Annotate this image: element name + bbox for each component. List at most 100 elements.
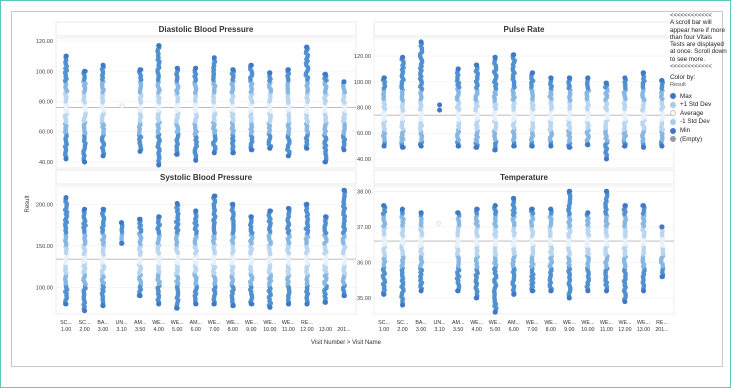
- x-tick-label: 3.50: [135, 327, 145, 333]
- x-category-label: WE...: [600, 320, 613, 326]
- x-category-label: WE...: [470, 320, 483, 326]
- legend-separator-top: <<<<<<<<<<<<: [670, 12, 712, 19]
- x-tick-label: 10.00: [263, 327, 276, 333]
- data-point-min: [659, 143, 665, 149]
- legend-item[interactable]: Average: [670, 109, 728, 118]
- data-point-min: [63, 301, 69, 307]
- y-tick-label: 37.00: [357, 225, 371, 231]
- data-point-max: [641, 70, 646, 76]
- y-tick-label: 100.00: [36, 285, 53, 291]
- data-point-min: [137, 148, 143, 154]
- data-point-max: [100, 62, 106, 68]
- y-tick-label: 200.00: [36, 202, 53, 208]
- x-category-label: BA...: [415, 320, 426, 326]
- data-point-min: [174, 151, 180, 157]
- data-point-max: [603, 188, 609, 194]
- data-point-max: [381, 75, 387, 81]
- data-point-min: [211, 301, 217, 307]
- data-point-max: [285, 205, 291, 211]
- data-point-max: [267, 208, 273, 214]
- panel-title: Pulse Rate: [504, 25, 545, 34]
- data-point-min: [511, 291, 517, 297]
- x-tick-label: 10.00: [581, 327, 594, 333]
- legend-panel: <<<<<<<<<<<< A scroll bar will appear he…: [670, 12, 728, 144]
- x-category-label: WE...: [226, 320, 239, 326]
- data-point-max: [566, 188, 572, 194]
- data-point-max: [641, 203, 646, 209]
- x-tick-label: 3.00: [98, 327, 108, 333]
- panel-title-band: [55, 21, 357, 37]
- legend-swatch-icon: [670, 136, 676, 143]
- y-tick-label: 100.00: [354, 80, 371, 86]
- x-tick-label: 4.00: [154, 327, 164, 333]
- legend-item-label: (Empty): [680, 135, 703, 143]
- x-tick-label: 13.00: [319, 327, 332, 333]
- data-point-min: [641, 144, 646, 150]
- x-tick-label: 4.00: [472, 327, 482, 333]
- data-point-max: [304, 44, 310, 50]
- data-point-min: [248, 147, 254, 153]
- data-point-min: [437, 107, 443, 113]
- x-category-label: UN...: [116, 320, 128, 326]
- data-point-max: [455, 210, 461, 216]
- legend-item-label: Average: [680, 109, 704, 117]
- x-category-label: WE...: [526, 320, 539, 326]
- data-point-max: [511, 195, 517, 201]
- y-tick-label: 80.00: [357, 106, 371, 112]
- data-point-min: [100, 153, 106, 159]
- x-tick-label: 6.00: [191, 327, 201, 333]
- legend-color-by-label: Color by:: [670, 74, 696, 82]
- legend-item[interactable]: Max: [670, 92, 728, 101]
- x-tick-label: 8.00: [228, 327, 238, 333]
- data-point-max: [585, 210, 591, 216]
- data-point: [119, 103, 125, 109]
- data-point-max: [63, 53, 69, 59]
- x-category-label: AM...: [134, 320, 146, 326]
- legend-item-label: Min: [680, 126, 691, 134]
- x-axis-label: Visit Number > Visit Name: [311, 340, 382, 346]
- data-point-min: [285, 301, 291, 307]
- data-point-max: [659, 224, 665, 230]
- x-tick-label: 11.00: [282, 327, 295, 333]
- data-point-max: [248, 62, 254, 68]
- data-point-max: [174, 201, 180, 206]
- panel-title-band: [373, 21, 675, 37]
- data-point-max: [100, 206, 106, 212]
- legend-item[interactable]: -1 Std Dev: [670, 118, 728, 127]
- data-point-min: [529, 143, 535, 149]
- x-tick-label: 8.00: [546, 327, 556, 333]
- legend-item[interactable]: (Empty): [670, 135, 728, 144]
- data-point-max: [418, 39, 424, 45]
- x-tick-label: 13.00: [637, 327, 650, 333]
- x-tick-label: 9.00: [246, 327, 256, 333]
- data-point-min: [641, 288, 646, 294]
- legend-item[interactable]: +1 Std Dev: [670, 101, 728, 110]
- x-tick-label: 3.10: [434, 327, 444, 333]
- data-point-min: [248, 301, 254, 307]
- data-point-max: [529, 70, 535, 76]
- x-category-label: WE...: [208, 320, 221, 326]
- data-point-max: [529, 206, 535, 212]
- x-category-label: WE...: [544, 320, 557, 326]
- panel-title-band: [373, 169, 675, 185]
- legend-swatch-icon: [670, 127, 676, 134]
- legend-item[interactable]: Min: [670, 126, 728, 135]
- x-tick-label: 12.00: [618, 327, 631, 333]
- x-category-label: SC...: [397, 320, 409, 326]
- data-point-min: [230, 150, 236, 156]
- data-point-max: [193, 65, 199, 71]
- data-point-max: [492, 54, 498, 60]
- x-category-label: SC...: [79, 320, 91, 326]
- legend-color-by-value: Result: [670, 81, 686, 88]
- chart-area: Result Visit Number > Visit Name Diastol…: [25, 21, 675, 346]
- y-tick-label: 120.00: [354, 54, 371, 60]
- y-tick-label: 35.00: [357, 296, 371, 302]
- data-point-max: [137, 67, 143, 73]
- x-category-label: BA...: [97, 320, 108, 326]
- data-point-min: [418, 288, 424, 294]
- data-point-min: [455, 143, 461, 149]
- y-tick-label: 38.00: [357, 189, 371, 195]
- x-tick-label: 2.00: [397, 327, 407, 333]
- data-point-min: [174, 305, 180, 311]
- data-point-max: [63, 195, 69, 201]
